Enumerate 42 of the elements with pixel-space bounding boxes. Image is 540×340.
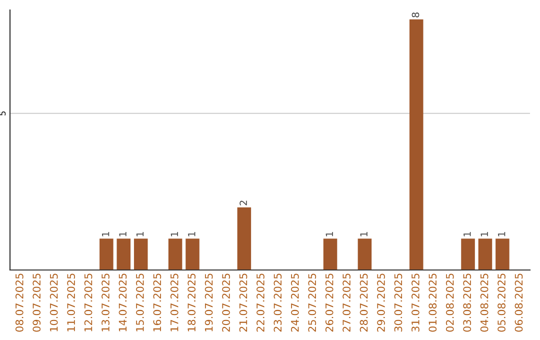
x-tick-label: 02.08.2025: [446, 274, 454, 332]
data-label: 1: [326, 232, 333, 236]
x-tick-label: 18.07.2025: [188, 274, 196, 332]
x-tick-label: 27.07.2025: [342, 274, 351, 332]
data-label: 1: [102, 232, 110, 236]
x-tick-label: 05.08.2025: [498, 274, 506, 332]
data-label: 1: [360, 232, 368, 236]
x-tick-label: 26.07.2025: [325, 274, 334, 332]
data-label: 1: [170, 232, 178, 236]
x-tick-label: 22.07.2025: [256, 274, 264, 332]
x-tick-label: 14.07.2025: [118, 274, 127, 332]
x-tick-label: 21.07.2025: [239, 274, 248, 332]
data-label: 1: [498, 232, 506, 236]
data-label: 1: [136, 232, 144, 236]
x-tick-label: 04.08.2025: [480, 274, 488, 332]
x-tick-label: 20.07.2025: [222, 274, 230, 332]
x-tick-label: 19.07.2025: [204, 274, 213, 332]
x-tick-label: 13.07.2025: [102, 274, 110, 332]
x-tick-label: 16.07.2025: [153, 274, 162, 332]
data-label: 8: [412, 12, 420, 18]
x-tick-label: 31.07.2025: [412, 274, 420, 332]
x-tick-label: 29.07.2025: [377, 274, 385, 332]
data-label: 2: [240, 200, 247, 206]
x-tick-label: 08.07.2025: [15, 274, 24, 332]
x-tick-label: 12.07.2025: [84, 274, 92, 332]
x-tick-label: 25.07.2025: [308, 274, 316, 332]
x-tick-label: 03.08.2025: [463, 274, 472, 332]
data-label: 1: [480, 232, 488, 236]
x-tick-label: 23.07.2025: [274, 274, 282, 332]
x-tick-label: 30.07.2025: [394, 274, 402, 332]
x-tick-label: 09.07.2025: [32, 274, 41, 332]
x-tick-label: 17.07.2025: [170, 274, 178, 332]
data-label: 1: [188, 232, 196, 236]
data-label: 1: [119, 232, 126, 236]
x-tick-label: 10.07.2025: [50, 274, 58, 332]
x-tick-label: 06.08.2025: [514, 274, 523, 332]
x-tick-label: 24.07.2025: [290, 274, 299, 332]
x-tick-label: 28.07.2025: [360, 274, 368, 332]
x-tick-label: 15.07.2025: [136, 274, 144, 332]
x-tick-label: 11.07.2025: [67, 274, 76, 332]
data-label: 1: [464, 232, 471, 236]
x-tick-label: 01.08.2025: [428, 274, 437, 332]
